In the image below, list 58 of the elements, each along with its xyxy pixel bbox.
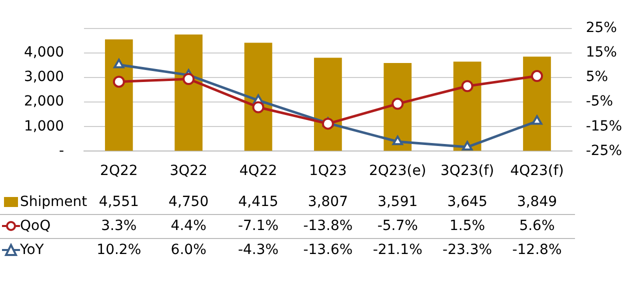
data-label: -4.3%	[238, 241, 279, 260]
legend-label: QoQ	[20, 217, 51, 236]
data-label: -23.3%	[442, 241, 492, 260]
data-label: 4,415	[238, 193, 278, 212]
bar	[523, 56, 551, 151]
y-tick-label: 2,000	[24, 94, 64, 110]
data-label: 3,591	[378, 193, 418, 212]
point	[462, 141, 473, 151]
data-label: 10.2%	[96, 241, 142, 260]
data-label: -13.6%	[303, 241, 353, 260]
y2-tick-label: 15%	[586, 44, 617, 61]
y-tick-label: 1,000	[24, 118, 64, 134]
y-tick-label: 3,000	[24, 69, 64, 86]
x-tick-label: 4Q23(f)	[510, 163, 564, 180]
data-label: 3,645	[447, 193, 488, 212]
data-label: 3,849	[516, 193, 558, 212]
y2-tick-label: -25%	[586, 142, 622, 159]
y-tick-label: 4,000	[24, 44, 64, 61]
data-label: 6.0%	[170, 241, 206, 260]
point	[392, 136, 403, 146]
bar	[174, 34, 203, 151]
bar	[244, 42, 272, 151]
x-tick-label: 3Q22	[170, 163, 208, 180]
point	[322, 118, 334, 130]
legend-label: Shipment	[20, 193, 88, 212]
data-label: 5.6%	[519, 217, 555, 236]
x-tick-label: 2Q22	[100, 163, 138, 180]
bar	[104, 39, 133, 151]
point	[252, 101, 264, 114]
legend-label: YoY	[20, 241, 44, 260]
data-label: -5.7%	[377, 217, 418, 236]
point	[392, 98, 404, 110]
data-label: -21.1%	[372, 241, 422, 260]
point	[112, 76, 125, 88]
y2-tick-label: 5%	[586, 69, 608, 86]
y2-tick-label: -5%	[586, 94, 614, 110]
point	[114, 58, 124, 68]
x-tick-label: 1Q23	[309, 163, 347, 180]
data-label: 4,750	[168, 193, 209, 212]
x-tick-label: 4Q22	[239, 163, 278, 180]
data-label: -13.8%	[303, 217, 353, 236]
point	[182, 72, 195, 85]
y2-tick-label: 25%	[586, 20, 617, 36]
data-label: 4.4%	[170, 217, 206, 236]
point	[532, 115, 542, 125]
data-label: 4,551	[98, 193, 139, 212]
data-label: -12.8%	[512, 241, 562, 260]
data-label: 3,807	[308, 193, 348, 212]
y-tick-label: -	[59, 142, 64, 159]
data-label: 3.3%	[101, 217, 137, 236]
data-label: 1.5%	[450, 217, 486, 236]
y2-tick-label: -15%	[586, 118, 622, 134]
x-tick-label: 2Q23(e)	[368, 163, 426, 180]
x-tick-label: 3Q23(f)	[440, 163, 494, 180]
point	[461, 80, 474, 92]
bar	[314, 58, 342, 151]
data-label: -7.1%	[238, 217, 279, 236]
point	[530, 70, 543, 82]
